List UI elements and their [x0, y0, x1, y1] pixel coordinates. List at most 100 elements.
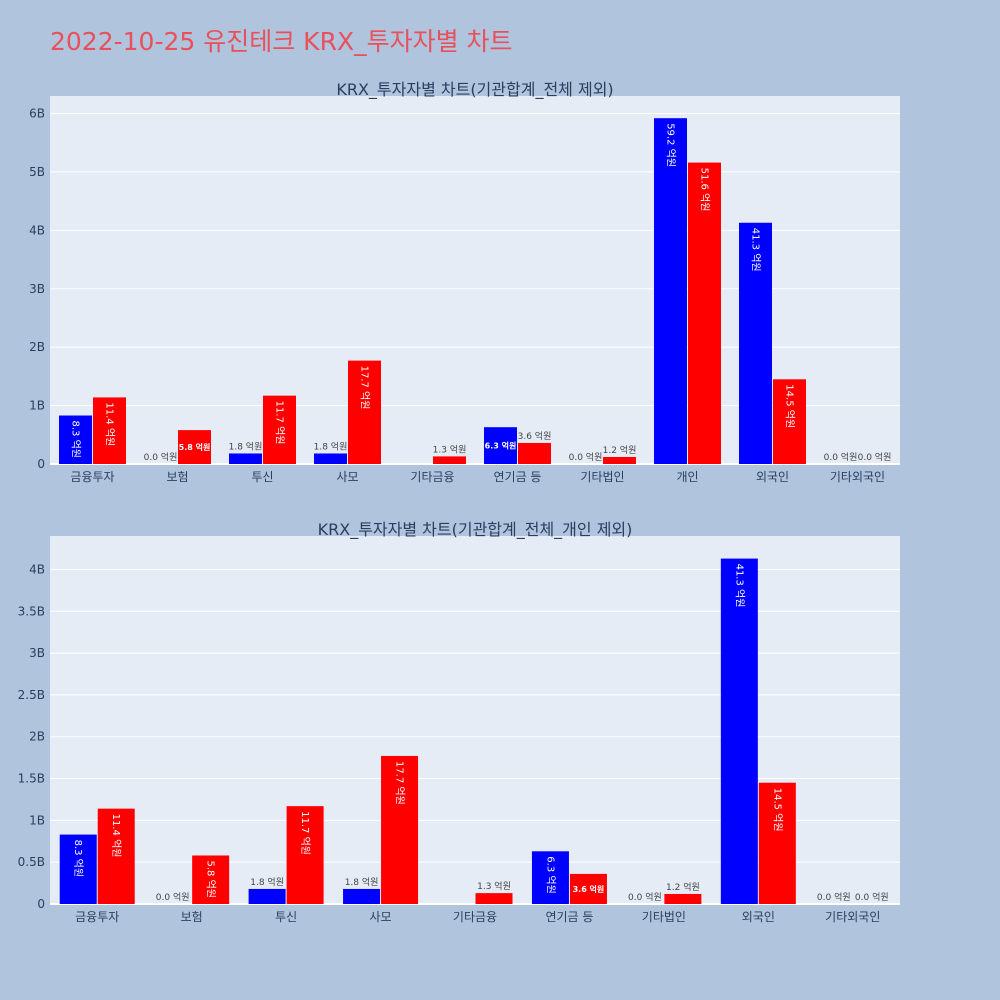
chart2-data-label: 0.0 억원 [817, 891, 851, 903]
chart1-data-label: 8.3 억원 [70, 421, 82, 458]
chart2-xtick-label: 연기금 등 [545, 910, 593, 924]
chart1-ytick-label: 5B [29, 165, 45, 179]
chart2-ytick-label: 1.5B [18, 772, 45, 786]
chart1-data-label: 1.8 억원 [314, 440, 348, 452]
chart1-title: KRX_투자자별 차트(기관합계_전체 제외) [336, 80, 613, 100]
chart1-data-label: 1.2 억원 [603, 444, 637, 456]
chart1-data-label: 11.4 억원 [104, 402, 116, 446]
chart1-bar [229, 453, 262, 464]
chart2-title: KRX_투자자별 차트(기관합계_전체_개인 제외) [318, 520, 633, 540]
chart2-ytick-label: 4B [29, 562, 45, 576]
chart1-bar [603, 456, 636, 464]
chart2-bar [569, 873, 607, 904]
chart2-bar [381, 755, 419, 904]
chart1-data-label: 6.3 억원 [485, 441, 517, 451]
chart2-data-label: 0.0 억원 [628, 891, 662, 903]
chart1-bar [654, 118, 687, 464]
chart1-bar [59, 415, 92, 464]
chart2-xtick-label: 기타법인 [642, 910, 686, 924]
chart1-ytick-label: 1B [29, 399, 45, 413]
chart1-data-label: 41.3 억원 [750, 228, 762, 272]
chart1-bar [484, 427, 517, 464]
chart1-xtick-label: 기타금융 [410, 470, 454, 484]
chart2-xtick-label: 기타금융 [453, 910, 497, 924]
chart2-xtick-label: 외국인 [742, 910, 775, 924]
chart1-data-label: 5.8 억원 [179, 442, 211, 452]
chart1-data-label: 0.0 억원 [569, 451, 603, 463]
chart1-xtick-label: 연기금 등 [494, 470, 542, 484]
page-title: 2022-10-25 유진테크 KRX_투자자별 차트 [50, 27, 513, 56]
chart2-data-label: 11.4 억원 [110, 814, 122, 858]
chart2-ytick-label: 0.5B [18, 855, 45, 869]
chart1-data-label: 1.3 억원 [433, 443, 467, 455]
chart2-ytick-label: 1B [29, 813, 45, 827]
chart1-xtick-label: 외국인 [756, 470, 789, 484]
chart2-data-label: 11.7 억원 [299, 811, 311, 855]
chart2-xtick-label: 보험 [181, 910, 203, 924]
chart1-ytick-label: 6B [29, 107, 45, 121]
chart2-ytick-label: 2B [29, 730, 45, 744]
chart2-plot-area [50, 536, 900, 904]
chart1-data-label: 1.8 억원 [229, 440, 263, 452]
chart1-xtick-label: 개인 [676, 470, 698, 484]
chart2-data-label: 6.3 억원 [544, 856, 556, 893]
chart1-data-label: 51.6 억원 [699, 168, 711, 212]
chart2-bar [286, 806, 324, 904]
chart1-bar [348, 360, 381, 464]
chart2-data-label: 5.8 억원 [205, 860, 217, 897]
chart2-xtick-label: 금융투자 [75, 910, 119, 924]
chart1-xtick-label: 사모 [336, 470, 358, 484]
chart2-data-label: 1.3 억원 [477, 880, 511, 892]
chart2-data-label: 0.0 억원 [156, 891, 190, 903]
chart1-bar [433, 456, 466, 464]
chart1-bar [739, 222, 772, 464]
chart1-data-label: 59.2 억원 [665, 123, 677, 167]
chart1-data-label: 3.6 억원 [518, 430, 552, 442]
chart2-bar [475, 893, 513, 904]
chart1-bar [773, 379, 806, 464]
chart2-ytick-label: 2.5B [18, 688, 45, 702]
chart2-data-label: 1.2 억원 [666, 881, 700, 893]
chart2-ytick-label: 3B [29, 646, 45, 660]
chart1-xtick-label: 기타법인 [580, 470, 624, 484]
chart1-bar [518, 442, 551, 464]
chart1-bar [93, 397, 126, 464]
chart2-xtick-label: 기타외국인 [825, 910, 880, 924]
chart1-xtick-label: 기타외국인 [830, 470, 885, 484]
chart1-data-label: 11.7 억원 [274, 401, 286, 445]
chart1-bar [314, 453, 347, 464]
chart2-bar [531, 851, 569, 904]
chart2-data-label: 0.0 억원 [855, 891, 889, 903]
chart2-bar [97, 808, 135, 904]
chart1-plot-area [50, 96, 900, 464]
chart2-bar [720, 558, 758, 904]
chart2-bar [192, 855, 230, 904]
chart2-xtick-label: 사모 [370, 910, 392, 924]
chart2-data-label: 8.3 억원 [72, 840, 84, 877]
chart1-data-label: 0.0 억원 [144, 451, 178, 463]
chart1-xtick-label: 투신 [251, 470, 273, 484]
chart1-ytick-label: 2B [29, 340, 45, 354]
chart1-xtick-label: 금융투자 [70, 470, 114, 484]
chart2-data-label: 17.7 억원 [394, 761, 406, 805]
chart2-data-label: 41.3 억원 [733, 564, 745, 608]
chart1-bar [178, 430, 211, 464]
chart2-data-label: 1.8 억원 [250, 876, 284, 888]
chart1-ytick-label: 4B [29, 223, 45, 237]
chart2-bar [343, 888, 381, 904]
chart2-bar [664, 893, 702, 904]
chart1-bar [688, 162, 721, 465]
chart2-ytick-label: 3.5B [18, 604, 45, 618]
chart1-data-label: 14.5 억원 [784, 384, 796, 428]
chart2-xtick-label: 투신 [275, 910, 297, 924]
chart2-bar [758, 782, 796, 904]
chart2-data-label: 3.6 억원 [573, 884, 605, 894]
chart1-data-label: 17.7 억원 [359, 366, 371, 410]
chart2-data-label: 1.8 억원 [345, 876, 379, 888]
chart2-ytick-label: 0 [37, 897, 45, 911]
chart2-bar [59, 834, 97, 904]
chart2-data-label: 14.5 억원 [771, 788, 783, 832]
chart1-data-label: 0.0 억원 [858, 451, 892, 463]
chart1-data-label: 0.0 억원 [824, 451, 858, 463]
